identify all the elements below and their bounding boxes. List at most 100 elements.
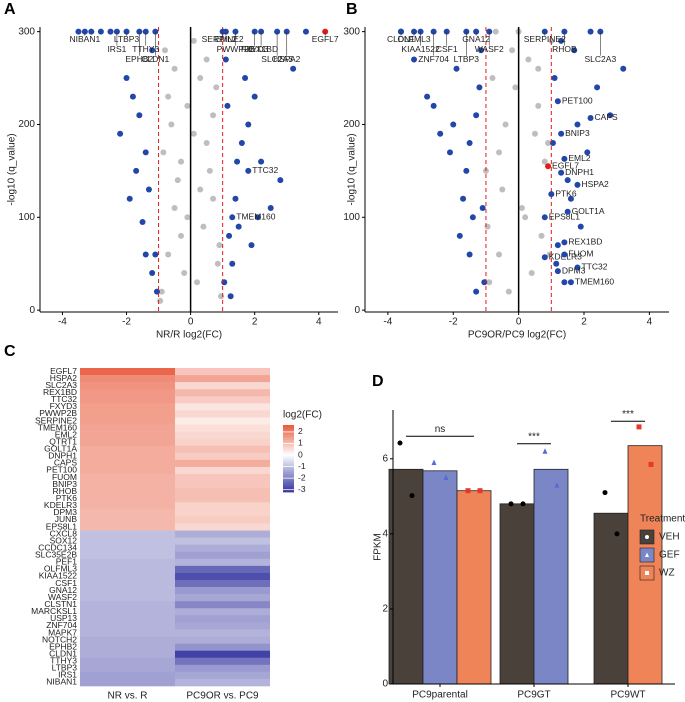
dot — [508, 501, 514, 507]
x-tick-label: PC9WT — [611, 690, 646, 701]
heat-cell — [175, 495, 270, 503]
dot — [645, 571, 649, 575]
row-label: HSPA2 — [50, 373, 78, 383]
legend-gradient — [283, 453, 294, 456]
x-tick-label: PC9GT — [517, 690, 550, 701]
point — [97, 28, 104, 35]
point — [197, 75, 204, 82]
x-axis-label: NR/R log2(FC) — [156, 330, 222, 341]
legend-label: WZ — [659, 568, 675, 579]
heat-cell — [175, 474, 270, 482]
gene-label: TMEM160 — [236, 212, 275, 222]
heat-cell — [80, 601, 175, 609]
gene-label: GNA12 — [462, 34, 490, 44]
heat-cell — [175, 516, 270, 524]
point — [165, 251, 172, 258]
y-axis-label: FPKM — [373, 533, 384, 561]
heat-cell — [175, 382, 270, 390]
point — [512, 84, 519, 91]
row-label: RHOB — [52, 486, 77, 496]
point — [245, 121, 252, 128]
heat-cell — [175, 544, 270, 553]
heat-cell — [80, 389, 175, 397]
heat-cell — [175, 431, 270, 439]
gene-label: SLC2A3 — [585, 54, 617, 64]
dot — [645, 535, 649, 539]
point — [476, 84, 483, 91]
legend-gradient — [283, 460, 294, 463]
legend-gradient — [283, 473, 294, 476]
labeled-point — [554, 268, 561, 275]
heat-cell — [175, 678, 270, 687]
point — [227, 293, 234, 300]
legend-tick-label: 1 — [298, 438, 303, 448]
y-tick-label: 200 — [18, 119, 35, 130]
row-label: PET100 — [46, 465, 77, 475]
point — [450, 121, 457, 128]
point — [229, 260, 236, 267]
legend-gradient — [283, 440, 294, 443]
gene-label: WASF2 — [475, 44, 504, 54]
point — [492, 28, 499, 35]
x-tick-label: -4 — [383, 317, 392, 328]
dot — [465, 488, 471, 494]
heat-cell — [80, 431, 175, 439]
heat-cell — [175, 636, 270, 644]
legend-gradient — [283, 480, 294, 483]
significance-label: *** — [622, 409, 634, 420]
heat-cell — [175, 650, 270, 659]
point — [139, 218, 146, 225]
row-label: CSF1 — [55, 578, 77, 588]
bar — [422, 470, 458, 685]
row-label: MAPK7 — [48, 627, 77, 637]
gene-label: NIBAN1 — [70, 34, 101, 44]
bar — [456, 490, 492, 685]
point — [145, 186, 152, 193]
point — [554, 242, 561, 249]
point — [486, 279, 493, 286]
row-label: JUNB — [55, 514, 78, 524]
row-label: EPHB2 — [49, 641, 77, 651]
heat-cell — [80, 657, 175, 666]
point — [553, 260, 560, 267]
legend-gradient — [283, 450, 294, 453]
point — [302, 28, 309, 35]
point — [518, 205, 525, 212]
point — [251, 93, 258, 100]
heat-cell — [175, 580, 270, 588]
heat-cell — [80, 537, 175, 545]
legend-label: VEH — [659, 532, 680, 543]
point — [607, 112, 614, 119]
labeled-point — [548, 191, 555, 198]
point — [290, 65, 297, 72]
x-tick-label: 4 — [316, 317, 322, 328]
legend-gradient — [283, 448, 294, 451]
row-label: FUOM — [52, 472, 77, 482]
point — [210, 112, 217, 119]
y-tick-label: 4 — [382, 529, 388, 540]
labeled-point — [229, 214, 236, 221]
row-label: PWWP2B — [39, 408, 77, 418]
point — [571, 47, 578, 54]
y-axis-label: -log10 (q_value) — [347, 133, 358, 205]
heat-cell — [175, 509, 270, 517]
labeled-point — [545, 163, 552, 170]
legend-gradient — [283, 443, 294, 446]
point — [437, 130, 444, 137]
point — [107, 28, 114, 35]
labeled-point — [245, 167, 252, 174]
heat-cell — [175, 572, 270, 581]
point — [203, 56, 210, 63]
gene-label: IRS1 — [107, 44, 126, 54]
point — [473, 288, 480, 295]
row-label: SERPINE2 — [35, 415, 77, 425]
point — [174, 177, 181, 184]
point — [478, 47, 485, 54]
gene-label: LTBP3 — [454, 54, 480, 64]
legend-gradient — [283, 441, 294, 444]
row-label: DPM3 — [53, 507, 77, 517]
point — [214, 260, 221, 267]
legend-gradient — [283, 486, 294, 490]
row-label: SOX12 — [50, 535, 78, 545]
point — [499, 186, 506, 193]
